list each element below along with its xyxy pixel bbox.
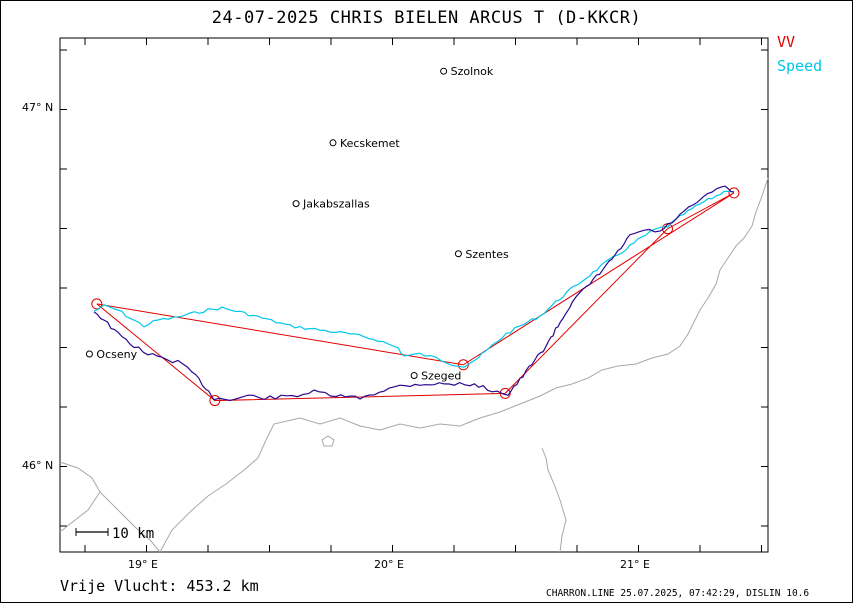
lon-label: 21° E [620,558,650,571]
legend-vv: VV [777,33,796,51]
city-label: Kecskemet [340,137,400,150]
page-title: 24-07-2025 CHRIS BIELEN ARCUS T (D-KKCR) [211,8,642,28]
task-leg [96,192,735,402]
scale-bar: 10 km [75,526,154,542]
lon-label: 20° E [374,558,404,571]
city-marker [85,350,93,358]
city-label: Szeged [421,370,461,383]
generator-info: CHARRON.LINE 25.07.2025, 07:42:29, DISLI… [546,588,810,599]
legend-speed: Speed [777,57,823,75]
city-marker [440,67,448,75]
map-axes: 47° N 46° N 19° E 20° E 21° E [22,37,769,571]
flight-tracks [93,185,735,402]
turnpoint-marker [91,298,103,310]
border-line [159,177,769,553]
city-marker [454,250,462,258]
city-marker [329,139,337,147]
vv-track [93,185,735,402]
city-label: Szolnok [451,65,494,78]
country-borders [59,177,769,553]
city-marker [292,200,300,208]
border-line [541,447,567,553]
speed-track [93,190,735,368]
city-label: Ocseny [96,348,137,361]
distance-summary: Vrije Vlucht: 453.2 km [60,577,259,595]
lon-label: 19° E [128,558,158,571]
city-label: Szentes [465,248,509,261]
lat-label: 46° N [22,459,53,472]
lat-label: 47° N [22,101,53,114]
turnpoint-marker [499,387,511,399]
lake-outline [321,435,335,447]
city-marker [410,372,418,379]
city-markers: Szolnok Kecskemet Jakabszallas Szentes Ocsen… [85,65,509,383]
turnpoint-marker [728,187,740,199]
border-line [59,461,161,553]
plot-area [59,37,769,553]
border-line [59,491,101,533]
city-label: Jakabszallas [302,198,370,211]
scale-bar-label: 10 km [112,526,154,542]
turnpoint-marker [209,395,221,407]
